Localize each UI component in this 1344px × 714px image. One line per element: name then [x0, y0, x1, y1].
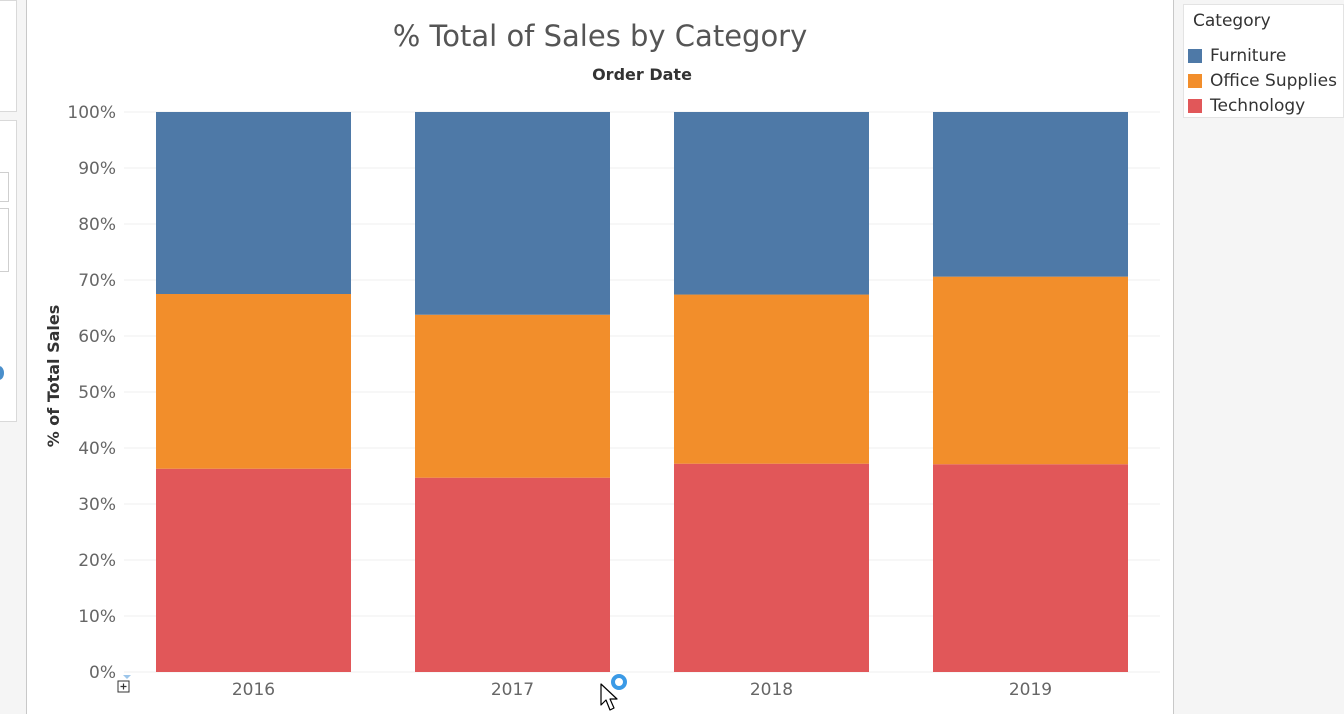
legend-item-furniture[interactable]: Furniture [1188, 45, 1286, 67]
y-axis-label: % of Total Sales [44, 305, 63, 448]
bar-segment-technology-2017[interactable] [415, 477, 610, 672]
x-tick-label: 2019 [1009, 680, 1052, 700]
legend-title: Category [1193, 11, 1271, 31]
x-axis-ticks: 2016 2017 2018 2019 [232, 680, 1052, 700]
side-panel-handle-icon[interactable] [0, 366, 4, 380]
chart-view: 0% 10% 20% 30% 40% 50% 60% 70% 80% 90% 100% 2016 20… [26, 0, 1174, 714]
bar-segment-office-supplies-2019[interactable] [933, 276, 1128, 465]
x-tick-label: 2018 [750, 680, 793, 700]
bar-segment-office-supplies-2018[interactable] [674, 294, 869, 464]
bar-segment-technology-2018[interactable] [674, 463, 869, 672]
legend-label: Office Supplies [1210, 71, 1337, 91]
bar-segment-office-supplies-2016[interactable] [156, 294, 351, 469]
legend-swatch [1188, 49, 1202, 63]
plus-corner-icon[interactable] [117, 675, 131, 693]
legend-label: Technology [1210, 96, 1306, 116]
y-tick-label: 0% [89, 663, 116, 683]
y-tick-label: 40% [78, 439, 116, 459]
y-tick-label: 20% [78, 551, 116, 571]
y-tick-label: 10% [78, 607, 116, 627]
legend-label: Furniture [1210, 46, 1287, 66]
bar-segment-office-supplies-2017[interactable] [415, 314, 610, 478]
y-tick-label: 100% [67, 103, 116, 123]
bar-segment-technology-2019[interactable] [933, 464, 1128, 672]
x-tick-label: 2016 [232, 680, 275, 700]
column-header: Order Date [592, 65, 692, 84]
y-tick-label: 30% [78, 495, 116, 515]
arrow-cursor-icon [600, 683, 618, 711]
legend: Category Furniture Office Supplies Techn… [1183, 4, 1344, 118]
bar-segment-furniture-2017[interactable] [415, 112, 610, 315]
y-tick-label: 70% [78, 271, 116, 291]
y-tick-label: 90% [78, 159, 116, 179]
left-side-panel [0, 0, 20, 714]
chart-title: % Total of Sales by Category [393, 19, 808, 53]
bar-segment-furniture-2018[interactable] [674, 112, 869, 295]
side-panel-card [0, 0, 17, 112]
drag-ring-icon[interactable] [611, 674, 627, 690]
y-tick-label: 60% [78, 327, 116, 347]
legend-swatch [1188, 99, 1202, 113]
y-tick-label: 50% [78, 383, 116, 403]
side-panel-field[interactable] [0, 172, 9, 202]
stacked-bar-chart: 0%10%20%30%40%50%60%70%80%90%100% 2016 20… [44, 19, 1160, 700]
y-tick-label: 80% [78, 215, 116, 235]
legend-item-technology[interactable]: Technology [1188, 95, 1305, 117]
legend-item-office-supplies[interactable]: Office Supplies [1188, 70, 1337, 92]
bar-segment-technology-2016[interactable] [156, 468, 351, 672]
bar-segment-furniture-2016[interactable] [156, 112, 351, 294]
legend-swatch [1188, 74, 1202, 88]
y-axis-ticks: 0% 10% 20% 30% 40% 50% 60% 70% 80% 90% 100% [67, 103, 116, 683]
x-tick-label: 2017 [491, 680, 534, 700]
side-panel-field[interactable] [0, 208, 9, 272]
bars[interactable] [156, 112, 1128, 672]
bar-segment-furniture-2019[interactable] [933, 112, 1128, 277]
